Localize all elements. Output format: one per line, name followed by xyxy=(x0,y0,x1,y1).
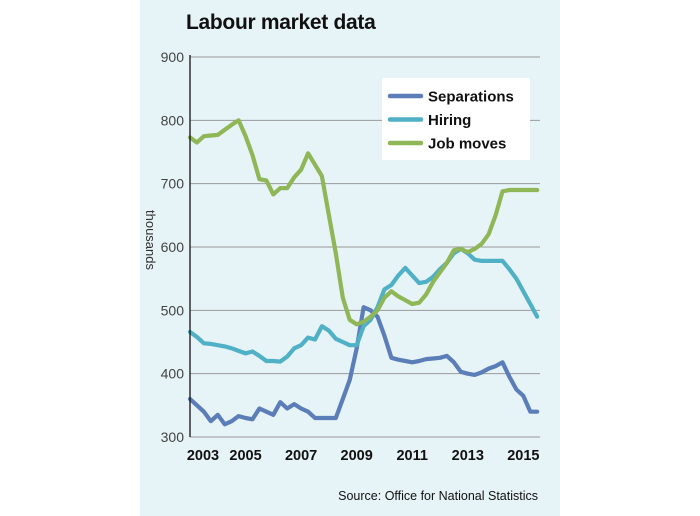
x-tick-label: 2013 xyxy=(452,448,484,464)
legend-label: Hiring xyxy=(428,112,471,129)
chart-title: Labour market data xyxy=(186,11,376,34)
x-tick-label: 2015 xyxy=(507,448,539,464)
x-tick-label: 2007 xyxy=(285,448,317,464)
x-tick-label: 2005 xyxy=(229,448,261,464)
y-tick-label: 500 xyxy=(161,302,185,318)
y-tick-label: 800 xyxy=(161,112,185,128)
y-tick-label: 700 xyxy=(161,176,185,192)
y-axis-label: thousands xyxy=(143,210,158,270)
legend-label: Job moves xyxy=(428,136,506,153)
legend-label: Separations xyxy=(428,89,514,106)
series-line-hiring xyxy=(187,246,540,364)
y-tick-label: 900 xyxy=(161,49,185,65)
x-tick-label: 2011 xyxy=(396,448,427,464)
source-note: Source: Office for National Statistics xyxy=(338,489,538,503)
y-tick-label: 600 xyxy=(161,239,185,255)
axes: 300 400 500 600 700 800 900 thousands 2003 2005 20… xyxy=(143,49,539,464)
x-tick-label: 2003 xyxy=(187,448,219,464)
y-tick-label: 300 xyxy=(161,429,185,445)
series-lines xyxy=(187,118,540,427)
series-line-job-moves xyxy=(187,118,540,327)
legend: Separations Hiring Job moves xyxy=(382,78,530,160)
series-line-separations xyxy=(187,305,540,427)
x-tick-label: 2009 xyxy=(341,448,373,464)
y-tick-label: 400 xyxy=(161,366,185,382)
